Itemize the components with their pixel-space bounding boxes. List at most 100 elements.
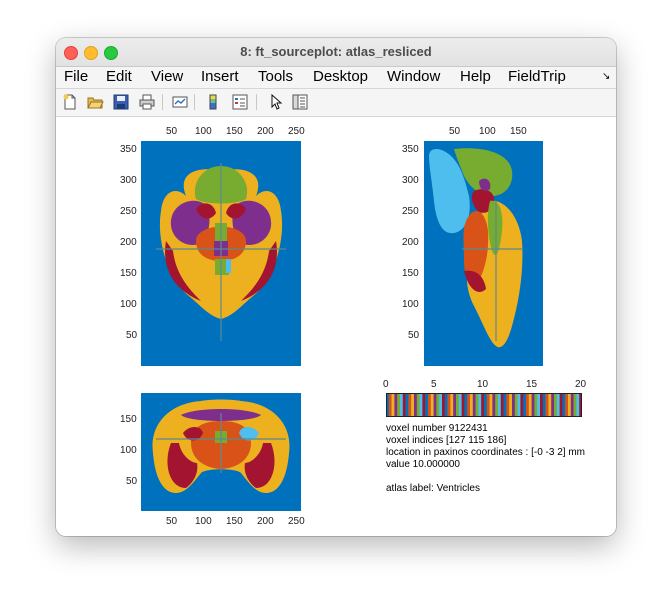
figure-canvas: 50 100 150 200 250 350 300 250 200 150 1… <box>56 117 616 536</box>
axial-y-tick: 50 <box>126 476 138 487</box>
colorbar-stripe <box>416 393 420 417</box>
colorbar-stripe <box>394 393 398 417</box>
colorbar-stripe <box>472 393 476 417</box>
colorbar-tick: 5 <box>431 379 437 390</box>
legend-icon[interactable] <box>231 93 249 111</box>
colorbar[interactable] <box>386 393 582 417</box>
colorbar-stripe <box>439 393 443 417</box>
coronal-y-tick: 100 <box>120 299 137 310</box>
menu-tools[interactable]: Tools <box>258 68 294 85</box>
open-file-icon[interactable] <box>86 93 104 111</box>
window-title: 8: ft_sourceplot: atlas_resliced <box>240 44 432 59</box>
colorbar-stripe <box>556 393 560 417</box>
colorbar-stripe <box>528 393 532 417</box>
axial-y-tick: 100 <box>120 445 137 456</box>
toolbar-separator <box>194 94 195 110</box>
menu-fieldtrip[interactable]: FieldTrip <box>508 68 566 85</box>
colorbar-stripe <box>422 393 426 417</box>
title-bar[interactable]: 8: ft_sourceplot: atlas_resliced <box>56 38 616 67</box>
menu-file[interactable]: File <box>64 68 89 85</box>
colorbar-stripe <box>456 393 460 417</box>
menu-help[interactable]: Help <box>460 68 491 85</box>
colorbar-stripe <box>526 393 530 417</box>
sagittal-x-tick: 150 <box>510 126 527 137</box>
coronal-y-tick: 150 <box>120 268 137 279</box>
figure-window: 8: ft_sourceplot: atlas_resliced File Ed… <box>56 38 616 536</box>
colorbar-stripe <box>512 393 516 417</box>
colorbar-stripe <box>534 393 538 417</box>
colorbar-stripe <box>464 393 468 417</box>
sagittal-y-tick: 300 <box>402 175 419 186</box>
colorbar-stripe <box>442 393 446 417</box>
colorbar-stripe <box>523 393 527 417</box>
axial-x-tick: 100 <box>195 516 212 527</box>
colorbar-stripe <box>425 393 429 417</box>
colorbar-stripe <box>467 393 471 417</box>
save-icon[interactable] <box>112 93 130 111</box>
toolbar <box>56 88 616 117</box>
axial-x-tick: 200 <box>257 516 274 527</box>
colorbar-stripe <box>576 393 580 417</box>
sagittal-y-tick: 350 <box>402 144 419 155</box>
menu-edit[interactable]: Edit <box>106 68 132 85</box>
colorbar-stripe <box>542 393 546 417</box>
colorbar-tick: 20 <box>575 379 587 390</box>
coronal-x-tick: 150 <box>226 126 243 137</box>
colorbar-stripe <box>551 393 555 417</box>
menu-insert[interactable]: Insert <box>201 68 239 85</box>
colorbar-stripe <box>537 393 541 417</box>
colorbar-stripe <box>461 393 465 417</box>
colorbar-tick: 0 <box>383 379 389 390</box>
property-inspector-icon[interactable] <box>291 93 309 111</box>
voxel-indices-text: voxel indices [127 115 186] <box>386 435 507 446</box>
colorbar-stripe <box>400 393 404 417</box>
new-figure-icon[interactable] <box>61 93 79 111</box>
colorbar-icon[interactable] <box>204 93 222 111</box>
sagittal-x-tick: 50 <box>449 126 461 137</box>
print-icon[interactable] <box>138 93 156 111</box>
sagittal-slice-axes[interactable] <box>424 141 543 366</box>
colorbar-stripe <box>405 393 409 417</box>
edit-plot-arrow-icon[interactable] <box>267 93 285 111</box>
colorbar-stripe <box>475 393 479 417</box>
axial-slice-axes[interactable] <box>141 393 301 511</box>
minimize-window-button[interactable] <box>84 46 98 60</box>
axial-y-tick: 150 <box>120 414 137 425</box>
colorbar-stripe <box>548 393 552 417</box>
colorbar-stripe <box>391 393 395 417</box>
toolbar-separator <box>162 94 163 110</box>
colorbar-stripe <box>430 393 434 417</box>
colorbar-stripe <box>453 393 457 417</box>
coronal-slice-axes[interactable] <box>141 141 301 366</box>
colorbar-stripe <box>492 393 496 417</box>
atlas-label-text: atlas label: Ventricles <box>386 483 480 494</box>
maximize-window-button[interactable] <box>104 46 118 60</box>
coronal-y-tick: 50 <box>126 330 138 341</box>
colorbar-stripe <box>568 393 572 417</box>
coronal-y-tick: 250 <box>120 206 137 217</box>
colorbar-stripe <box>570 393 574 417</box>
colorbar-stripe <box>408 393 412 417</box>
toolbar-expand-icon[interactable]: ↘ <box>602 71 611 82</box>
colorbar-stripe <box>428 393 432 417</box>
colorbar-stripe <box>509 393 513 417</box>
colorbar-tick: 15 <box>526 379 538 390</box>
coronal-y-tick: 200 <box>120 237 137 248</box>
menu-desktop[interactable]: Desktop <box>313 68 369 85</box>
menu-window[interactable]: Window <box>387 68 441 85</box>
colorbar-stripe <box>562 393 566 417</box>
menu-view[interactable]: View <box>151 68 184 85</box>
link-plot-icon[interactable] <box>171 93 189 111</box>
sagittal-y-tick: 250 <box>402 206 419 217</box>
colorbar-stripe <box>579 393 582 417</box>
colorbar-stripe <box>486 393 490 417</box>
coronal-x-tick: 200 <box>257 126 274 137</box>
colorbar-tick: 10 <box>477 379 489 390</box>
colorbar-stripe <box>498 393 502 417</box>
toolbar-separator <box>256 94 257 110</box>
colorbar-stripe <box>559 393 563 417</box>
colorbar-stripe <box>436 393 440 417</box>
close-window-button[interactable] <box>64 46 78 60</box>
coronal-y-tick: 350 <box>120 144 137 155</box>
coronal-x-tick: 50 <box>166 126 178 137</box>
